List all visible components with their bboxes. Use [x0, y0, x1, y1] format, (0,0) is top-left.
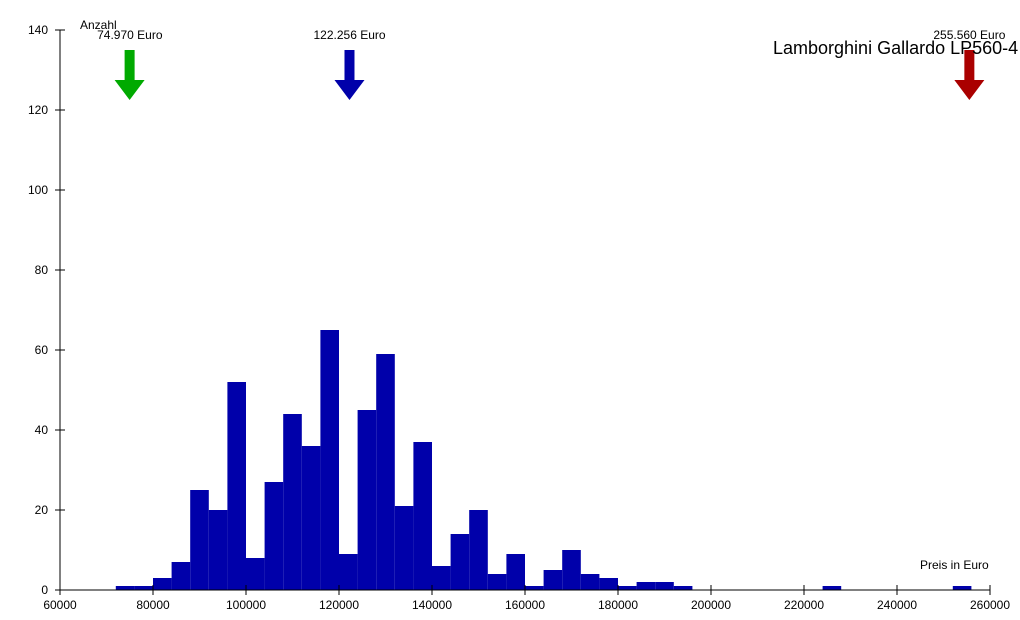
- histogram-bar: [469, 510, 488, 590]
- histogram-bar: [543, 570, 563, 590]
- histogram-bar: [562, 550, 581, 590]
- histogram-bar: [450, 534, 470, 590]
- price-marker-arrow-icon: [954, 50, 985, 100]
- histogram-bar: [227, 382, 246, 590]
- x-tick-label: 120000: [319, 598, 359, 612]
- histogram-bar: [506, 554, 525, 590]
- histogram-bar: [208, 510, 228, 590]
- histogram-bar: [952, 586, 972, 590]
- x-tick-label: 140000: [412, 598, 452, 612]
- histogram-bar: [618, 586, 637, 590]
- price-marker-arrow-icon: [334, 50, 365, 100]
- histogram-bar: [413, 442, 432, 590]
- histogram-bar: [655, 582, 674, 590]
- x-tick-label: 220000: [784, 598, 824, 612]
- price-marker-label: 255.560 Euro: [933, 28, 1006, 42]
- histogram-bar: [320, 330, 339, 590]
- y-tick-label: 0: [41, 583, 48, 597]
- histogram-bar: [264, 482, 284, 590]
- chart-title: Lamborghini Gallardo LP560-4: [773, 38, 1019, 58]
- histogram-bar: [115, 586, 135, 590]
- y-tick-label: 140: [28, 23, 48, 37]
- x-tick-label: 240000: [877, 598, 917, 612]
- price-marker-label: 122.256 Euro: [313, 28, 386, 42]
- x-tick-label: 260000: [970, 598, 1010, 612]
- x-tick-label: 80000: [136, 598, 170, 612]
- x-axis-label: Preis in Euro: [920, 558, 989, 572]
- histogram-bar: [525, 586, 544, 590]
- histogram-bar: [376, 354, 395, 590]
- price-marker-label: 74.970 Euro: [97, 28, 163, 42]
- histogram-bar: [134, 586, 153, 590]
- histogram-bar: [301, 446, 321, 590]
- histogram-bar: [487, 574, 507, 590]
- x-tick-label: 100000: [226, 598, 266, 612]
- y-tick-label: 100: [28, 183, 48, 197]
- histogram-bar: [153, 578, 172, 590]
- histogram-bar: [599, 578, 618, 590]
- y-tick-label: 20: [35, 503, 49, 517]
- histogram-bars: [115, 330, 972, 590]
- x-tick-label: 60000: [43, 598, 77, 612]
- y-tick-label: 40: [35, 423, 49, 437]
- histogram-bar: [171, 562, 191, 590]
- histogram-bar: [636, 582, 656, 590]
- y-tick-label: 120: [28, 103, 48, 117]
- histogram-bar: [394, 506, 414, 590]
- x-tick-label: 200000: [691, 598, 731, 612]
- price-markers: [114, 50, 985, 100]
- histogram-bar: [580, 574, 600, 590]
- y-tick-label: 60: [35, 343, 49, 357]
- histogram-bar: [246, 558, 265, 590]
- histogram-bar: [822, 586, 842, 590]
- histogram-bar: [339, 554, 358, 590]
- histogram-bar: [283, 414, 302, 590]
- y-tick-label: 80: [35, 263, 49, 277]
- chart-axes: 0 20 40 60 80 100 120 140 60000 80000 100000 120000…: [28, 23, 1010, 612]
- x-tick-label: 160000: [505, 598, 545, 612]
- histogram-bar: [357, 410, 377, 590]
- histogram-bar: [673, 586, 693, 590]
- histogram-bar: [190, 490, 209, 590]
- histogram-bar: [432, 566, 451, 590]
- y-axis-label: Anzahl: [80, 18, 117, 32]
- x-tick-label: 180000: [598, 598, 638, 612]
- price-marker-arrow-icon: [114, 50, 145, 100]
